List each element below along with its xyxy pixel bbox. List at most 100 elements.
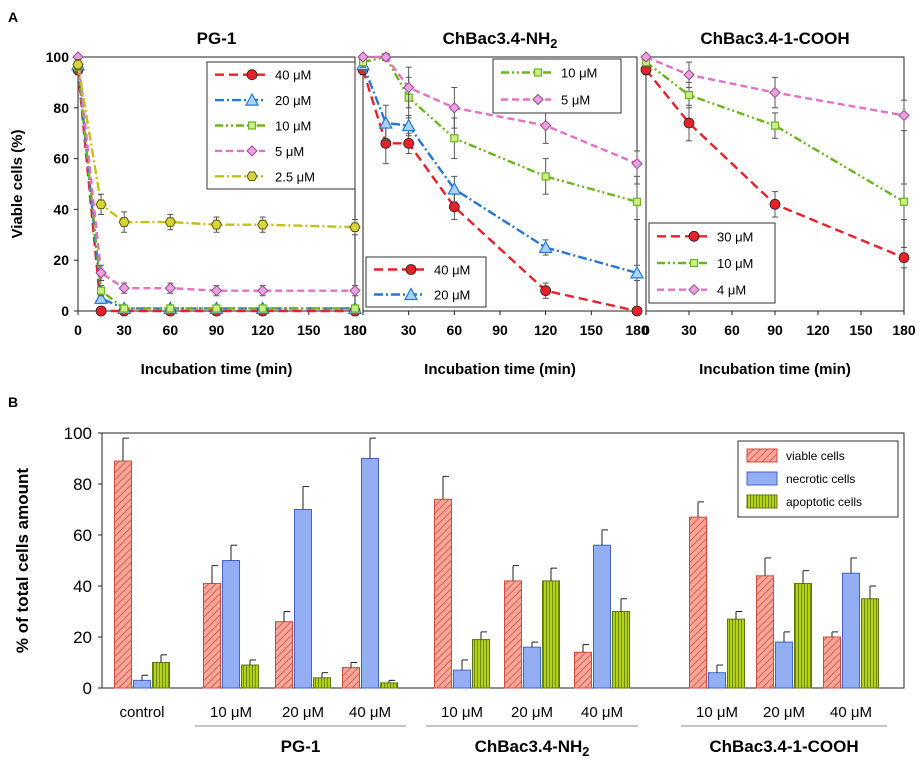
x-tick-label: 20 μM <box>763 704 805 721</box>
legend-box <box>648 222 776 304</box>
bar-necrotic <box>593 544 611 689</box>
data-point <box>357 51 369 63</box>
data-point <box>94 291 109 304</box>
legend-marker <box>246 171 258 182</box>
data-point <box>770 121 780 130</box>
x-tick-label: 60 <box>447 322 463 338</box>
legend: 30 μM 10 μM 4 μM <box>648 222 776 304</box>
data-point <box>96 286 106 295</box>
legend-label: 5 μM <box>275 144 304 159</box>
data-point <box>210 219 223 230</box>
bar-viable <box>756 575 774 689</box>
x-tick-label: 180 <box>892 322 916 338</box>
bar-viable <box>275 621 293 689</box>
bar-apoptotic <box>794 582 812 689</box>
x-tick-label: 150 <box>297 322 321 338</box>
bar-viable <box>203 582 221 689</box>
data-point <box>540 285 552 297</box>
data-point <box>683 69 695 81</box>
series-line <box>362 55 638 203</box>
bar-group <box>823 557 879 689</box>
x-tick-label: 0 <box>359 322 367 338</box>
data-point <box>769 86 781 99</box>
bar-group <box>114 437 170 689</box>
data-point <box>120 304 129 313</box>
bar-necrotic <box>222 560 240 689</box>
bar-apoptotic <box>472 639 490 689</box>
bar-group <box>504 565 560 689</box>
series-line <box>361 64 638 275</box>
data-point <box>899 197 909 206</box>
bar-viable <box>689 516 707 689</box>
series-line <box>645 55 905 117</box>
y-tick-label: 20 <box>53 252 69 268</box>
series-pink <box>357 51 643 177</box>
panel-label-b: B <box>8 394 18 410</box>
legend-box <box>492 58 622 114</box>
bar-apoptotic <box>152 662 170 689</box>
legend-marker <box>246 69 258 81</box>
data-point <box>632 197 642 206</box>
bar-apoptotic <box>727 618 745 689</box>
data-point <box>95 199 107 210</box>
data-point <box>401 118 416 132</box>
x-tick-label: 20 μM <box>511 704 553 721</box>
panel-a-line-charts: PG-1 Incubation time (min) 0 30 60 90 120 150 18… <box>9 29 916 378</box>
bar-group <box>756 557 812 689</box>
x-tick-label: 90 <box>492 322 508 338</box>
y-tick-label: 80 <box>73 475 92 494</box>
data-point <box>118 282 130 294</box>
bar-apoptotic <box>542 580 560 689</box>
chart-title: PG-1 <box>197 29 237 48</box>
x-tick-label: 180 <box>343 322 367 338</box>
bar-group <box>275 486 331 689</box>
bar-viable <box>114 460 132 689</box>
legend-label: 40 μM <box>275 68 311 83</box>
legend: 40 μM 20 μM <box>365 256 487 308</box>
bar-group <box>342 437 398 689</box>
data-point <box>450 134 459 143</box>
bar-group <box>689 501 745 689</box>
bar-viable <box>504 580 522 689</box>
x-tick-label: 150 <box>849 322 873 338</box>
data-point <box>629 265 645 279</box>
line-chart-3: ChBac3.4-1-COOH Incubation time (min) 0 30 6… <box>640 29 916 378</box>
data-point <box>631 305 643 317</box>
x-tick-label: 40 μM <box>581 704 623 721</box>
data-point <box>95 305 107 317</box>
y-tick-label: 80 <box>53 100 69 116</box>
bar-apoptotic <box>241 664 259 689</box>
bar-necrotic <box>842 572 860 689</box>
x-tick-label: 20 μM <box>282 704 324 721</box>
data-point <box>541 172 550 181</box>
legend-marker <box>403 287 419 301</box>
bar-necrotic <box>523 646 541 689</box>
legend-label: 10 μM <box>561 66 597 81</box>
data-point <box>212 304 221 313</box>
data-point <box>349 284 361 297</box>
legend-marker <box>532 93 544 106</box>
bar-necrotic <box>133 679 151 689</box>
legend: viable cells necrotic cells apoptotic cell… <box>737 440 899 518</box>
bar-viable <box>823 636 841 689</box>
legend-marker <box>246 145 258 157</box>
legend-label: 20 μM <box>434 288 470 303</box>
series-line <box>361 69 638 313</box>
panel-b-bar-chart: 0 20 40 60 80 100 % of total cells amount contr… <box>13 424 905 759</box>
x-tick-label: 60 <box>163 322 179 338</box>
x-tick-label: 180 <box>625 322 649 338</box>
bar-necrotic <box>294 509 312 689</box>
legend: 40 μM 20 μM 10 μM 5 μM 2.5 μM <box>206 61 356 190</box>
series-line <box>645 68 905 259</box>
legend-label: 10 μM <box>275 119 311 134</box>
data-point <box>683 117 695 129</box>
bar-viable <box>342 667 360 689</box>
data-point <box>640 51 652 63</box>
chart-title: ChBac3.4-NH2 <box>443 29 558 51</box>
y-tick-label: 40 <box>73 577 92 596</box>
legend-label: 4 μM <box>717 283 746 298</box>
legend-swatch <box>746 448 778 463</box>
data-point <box>166 304 175 313</box>
legend-label: 10 μM <box>717 256 753 271</box>
x-tick-label: 120 <box>251 322 275 338</box>
